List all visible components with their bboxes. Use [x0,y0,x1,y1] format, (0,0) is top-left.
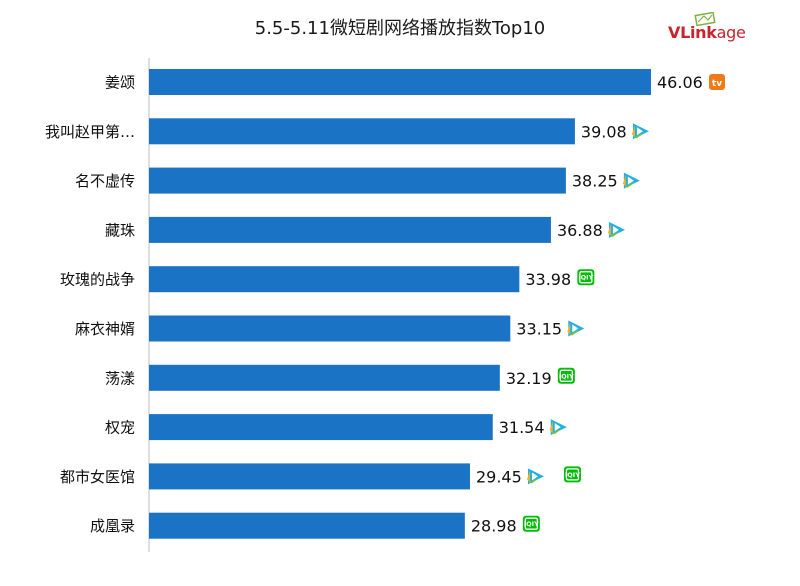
bar [149,216,551,243]
category-label: 玫瑰的战争 [60,271,135,289]
value-label: 33.98 [525,270,571,289]
tencent-video-icon [567,320,585,337]
value-label: 36.88 [557,221,603,240]
bar [149,69,651,95]
bar [149,315,511,342]
bar [149,266,520,293]
bar [149,414,493,441]
tencent-video-icon [549,419,567,436]
iqiyi-icon: iQIY [557,367,575,384]
category-label: 麻衣神婿 [75,320,135,338]
bar [149,364,500,391]
bar [149,167,566,194]
svg-text:iQIY: iQIY [524,520,539,528]
value-label: 33.15 [516,320,562,339]
value-label: 28.98 [471,517,517,536]
category-label: 荡漾 [105,369,135,387]
bar [149,118,575,145]
iqiyi-icon: iQIY [577,269,595,286]
category-label: 姜颂 [105,74,135,92]
svg-text:iQIY: iQIY [559,372,574,380]
category-label: 我叫赵甲第… [45,123,135,141]
value-label: 38.25 [572,172,618,191]
iqiyi-icon: iQIY [563,466,581,483]
value-label: 39.08 [581,122,627,141]
category-label: 成凰录 [90,517,135,535]
category-label: 名不虚传 [75,172,135,190]
tencent-video-icon [526,468,544,485]
category-label: 藏珠 [105,221,135,239]
iqiyi-icon: iQIY [522,515,540,532]
category-label: 权宠 [105,419,135,437]
vlinkage-logo: VLinkage [668,12,768,44]
logo-mark-icon [694,12,716,26]
svg-text:tv: tv [712,79,722,89]
tencent-video-icon [622,172,640,189]
tencent-video-icon [607,221,625,238]
logo-text-b: age [716,23,746,42]
category-label: 都市女医馆 [60,468,135,486]
logo-text-a: VLink [668,23,717,42]
value-label: 32.19 [506,369,552,388]
svg-text:iQIY: iQIY [565,471,580,479]
svg-text:iQIY: iQIY [578,274,593,282]
bar [149,463,470,490]
value-label: 29.45 [476,467,522,486]
value-label: 46.06 [657,73,703,92]
value-label: 31.54 [499,418,545,437]
mango-tv-icon: tv [709,74,725,90]
chart-title: 5.5-5.11微短剧网络播放指数Top10 [254,18,546,39]
bar [149,512,465,539]
tencent-video-icon [631,123,649,140]
